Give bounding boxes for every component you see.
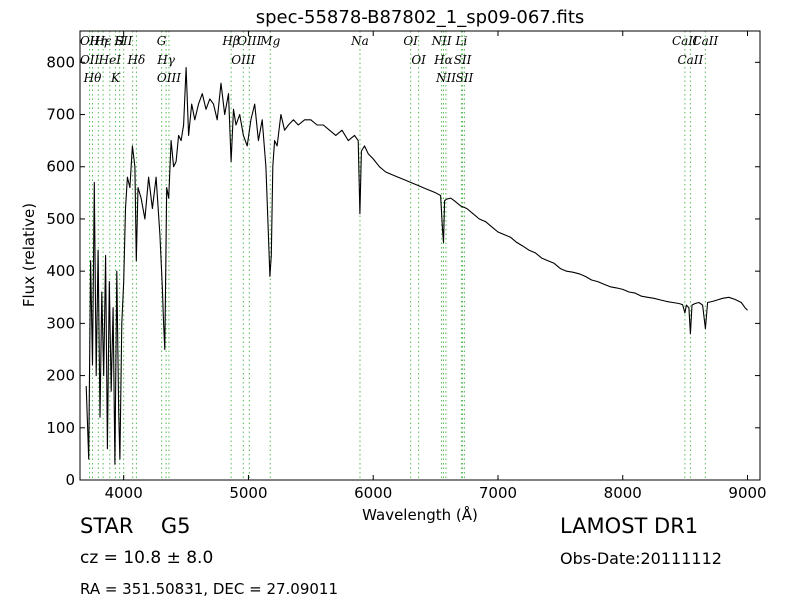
y-tick-label: 800 [46,53,75,71]
y-tick-label: 300 [46,314,75,332]
line-label: Li [455,34,468,48]
y-axis: 0 100 200 300 400 500 600 700 800 [46,53,760,489]
x-tick-label: 5000 [229,484,267,502]
x-tick-label: 4000 [105,484,143,502]
line-label: OII [80,34,100,48]
x-tick-label: 7000 [479,484,517,502]
x-tick-label: 8000 [604,484,642,502]
object-class: STAR [80,514,134,538]
object-subclass: G5 [160,514,191,538]
line-label: Hδ [127,53,146,67]
y-tick-label: 500 [46,210,75,228]
line-label: H [113,34,125,48]
x-axis-label: Wavelength (Å) [362,505,478,524]
x-tick-label: 9000 [728,484,766,502]
line-label: OI [403,34,418,48]
line-label: Hη [89,34,108,48]
y-tick-label: 600 [46,158,75,176]
line-label: HeI [98,53,122,67]
line-label: Hβ [221,34,239,48]
line-label: Na [350,34,369,48]
line-label: NII [435,71,456,85]
redshift-cz: cz = 10.8 ± 8.0 [80,548,214,568]
line-label: SII [115,34,133,48]
line-label: CaII [677,53,703,67]
y-tick-label: 0 [65,471,75,489]
survey-name: LAMOST DR1 [560,514,699,538]
chart-title: spec-55878-B87802_1_sp09-067.fits [256,7,585,28]
x-axis: 4000 5000 6000 7000 8000 9000 [105,31,767,502]
line-label: Mg [259,34,280,48]
y-tick-label: 100 [46,419,75,437]
y-axis-label: Flux (relative) [20,203,38,307]
line-label: SII [454,53,472,67]
line-label: G [157,34,167,48]
line-label: SII [456,71,474,85]
line-label: K [110,71,121,85]
y-tick-label: 200 [46,367,75,385]
plot-area-frame [79,30,761,481]
observation-date: Obs-Date:20111112 [560,549,722,568]
emission-line-markers [89,31,706,480]
y-tick-label: 700 [46,106,75,124]
line-label: Hγ [156,53,175,67]
line-label: Hθ [83,71,102,85]
ra-dec-coordinates: RA = 351.50831, DEC = 27.09011 [80,580,339,598]
line-label: OI [411,53,426,67]
line-label: Hε [94,34,112,48]
x-tick-label: 6000 [354,484,392,502]
spectrum-series-line [85,66,748,465]
line-label: NII [431,34,452,48]
line-label: OIII [157,71,181,85]
line-label: CaII [692,34,718,48]
line-label: OIII [237,34,261,48]
object-classification: STAR G5 [80,514,191,538]
line-label: CaII [672,34,698,48]
y-tick-label: 400 [46,262,75,280]
line-label: OII [80,53,100,67]
line-label: Hα [433,53,453,67]
line-label: OIII [231,53,255,67]
emission-line-labels: OIIOIIHθHηHεHeIKHSIIHδGHγOIIIHβOIIIOIIIM… [80,34,719,85]
